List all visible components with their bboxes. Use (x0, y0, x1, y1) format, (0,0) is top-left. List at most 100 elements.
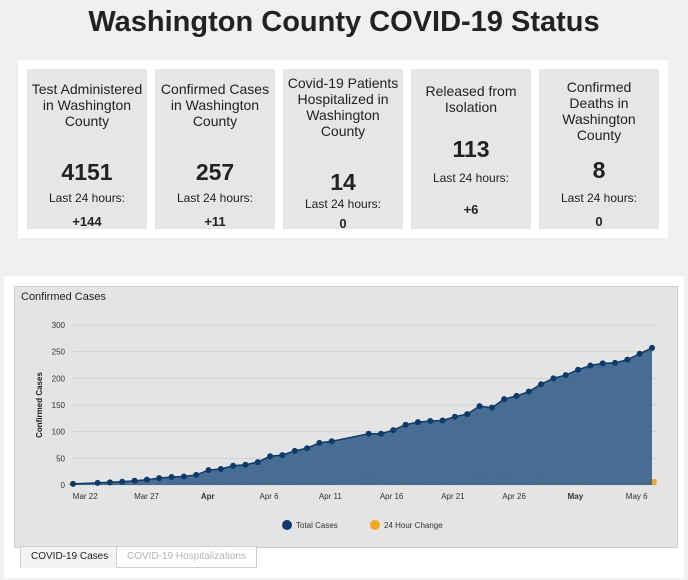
x-axis-ticks: Mar 22 Mar 27 Apr Apr 6 Apr 11 Apr 16 Apr 21 Ap… (73, 492, 648, 501)
tests-value: 4151 (61, 159, 113, 185)
total-cases-point[interactable] (143, 476, 150, 483)
total-cases-point[interactable] (328, 438, 335, 445)
tests-change: +144 (72, 214, 102, 229)
total-cases-point[interactable] (267, 453, 274, 460)
x-tick-label: Apr 16 (380, 492, 404, 501)
total-cases-point[interactable] (649, 344, 655, 351)
y-axis-ticks: 0 50 100 150 200 250 300 (52, 321, 66, 490)
legend-total-label[interactable]: Total Cases (296, 521, 338, 530)
y-tick-label: 200 (52, 374, 66, 383)
y-tick-label: 250 (52, 348, 66, 357)
total-cases-point[interactable] (427, 418, 434, 424)
total-cases-point[interactable] (304, 445, 311, 452)
total-cases-point[interactable] (624, 356, 631, 363)
total-cases-point[interactable] (562, 372, 569, 379)
total-cases-point[interactable] (636, 350, 643, 357)
total-cases-point[interactable] (390, 427, 397, 434)
x-tick-label: Apr 6 (260, 492, 280, 501)
total-cases-point[interactable] (476, 403, 483, 410)
hospitalized-sub-label: Last 24 hours: (304, 197, 382, 211)
x-tick-label: May (568, 492, 584, 501)
total-cases-point[interactable] (230, 462, 237, 469)
legend-change-label[interactable]: 24 Hour Change (384, 521, 443, 530)
chart-title: Confirmed Cases (21, 291, 106, 303)
total-cases-point[interactable] (119, 478, 126, 485)
total-cases-point[interactable] (513, 392, 520, 399)
released-change: +6 (463, 202, 479, 217)
tests-card: Test Administered in Washington County 4… (27, 69, 147, 229)
released-value: 113 (452, 136, 490, 162)
cases-value: 257 (195, 159, 235, 185)
hospitalized-label: Covid-19 Patients Hospitalized in Washin… (287, 75, 399, 139)
total-cases-point[interactable] (94, 479, 101, 486)
deaths-card: Confirmed Deaths in Washington County 8 … (539, 69, 659, 229)
total-cases-point[interactable] (365, 430, 372, 437)
tab-covid-cases[interactable]: COVID-19 Cases (20, 546, 120, 568)
total-cases-point[interactable] (439, 417, 446, 424)
cases-sub-label: Last 24 hours: (176, 191, 254, 205)
chart-panel: Confirmed Cases Mar 22 Mar 27 Apr Apr 6 Apr … (4, 276, 684, 578)
x-tick-label: Apr (201, 492, 215, 501)
hospitalized-change: 0 (339, 216, 347, 231)
cases-label: Confirmed Cases in Washington County (160, 81, 270, 129)
total-cases-point[interactable] (168, 474, 175, 480)
deaths-label: Confirmed Deaths in Washington County (562, 79, 636, 143)
total-cases-point[interactable] (131, 477, 138, 484)
total-cases-point[interactable] (464, 411, 471, 418)
total-cases-point[interactable] (451, 413, 458, 420)
total-cases-point[interactable] (193, 471, 200, 478)
released-label: Released from Isolation (425, 83, 517, 115)
total-cases-point[interactable] (180, 473, 187, 480)
legend-change-marker[interactable] (370, 520, 380, 530)
total-cases-point[interactable] (402, 421, 409, 428)
total-cases-point[interactable] (291, 447, 298, 454)
total-cases-point[interactable] (550, 375, 557, 382)
total-cases-point[interactable] (279, 452, 286, 459)
x-tick-label: Mar 27 (134, 492, 159, 501)
x-tick-label: Apr 26 (502, 492, 526, 501)
cases-card: Confirmed Cases in Washington County 257… (155, 69, 275, 229)
total-cases-point[interactable] (612, 359, 619, 366)
released-card: Released from Isolation 113 Last 24 hour… (411, 69, 531, 229)
y-tick-label: 100 (52, 428, 66, 437)
total-cases-points (70, 344, 655, 487)
x-tick-label: Mar 22 (73, 492, 98, 501)
total-cases-point[interactable] (106, 479, 113, 486)
total-cases-point[interactable] (599, 360, 606, 367)
deaths-value: 8 (592, 157, 606, 183)
tab-covid-hospitalizations[interactable]: COVID-19 Hospitalizations (116, 546, 257, 568)
y-tick-label: 0 (61, 481, 66, 490)
y-tick-label: 150 (52, 401, 66, 410)
total-cases-point[interactable] (525, 388, 532, 395)
x-tick-label: Apr 21 (441, 492, 465, 501)
total-cases-area (73, 347, 652, 485)
cases-change: +11 (204, 214, 226, 229)
total-cases-point[interactable] (575, 366, 582, 373)
tests-sub-label: Last 24 hours: (48, 191, 126, 205)
deaths-sub-label: Last 24 hours: (560, 191, 638, 205)
total-cases-point[interactable] (538, 381, 545, 388)
tests-label: Test Administered in Washington County (31, 81, 143, 129)
legend-total-marker[interactable] (282, 520, 292, 530)
total-cases-point[interactable] (587, 362, 594, 369)
page-title: Washington County COVID-19 Status (88, 6, 600, 38)
legend: Total Cases 24 Hour Change (282, 520, 443, 530)
released-sub-label: Last 24 hours: (432, 171, 510, 185)
total-cases-point[interactable] (217, 466, 224, 472)
total-cases-point[interactable] (377, 430, 384, 437)
x-tick-label: May 6 (626, 492, 648, 501)
hospitalized-value: 14 (330, 169, 356, 195)
hospitalized-card: Covid-19 Patients Hospitalized in Washin… (283, 69, 403, 231)
total-cases-point[interactable] (414, 419, 421, 426)
y-axis-title: Confirmed Cases (35, 372, 44, 438)
total-cases-point[interactable] (501, 396, 508, 403)
total-cases-point[interactable] (254, 459, 261, 466)
total-cases-point[interactable] (205, 467, 212, 474)
total-cases-point[interactable] (316, 439, 323, 446)
y-tick-label: 300 (52, 321, 66, 330)
y-tick-label: 50 (56, 454, 65, 463)
total-cases-point[interactable] (488, 404, 495, 411)
total-cases-point[interactable] (156, 475, 163, 482)
total-cases-point[interactable] (70, 480, 76, 487)
total-cases-point[interactable] (242, 461, 249, 468)
